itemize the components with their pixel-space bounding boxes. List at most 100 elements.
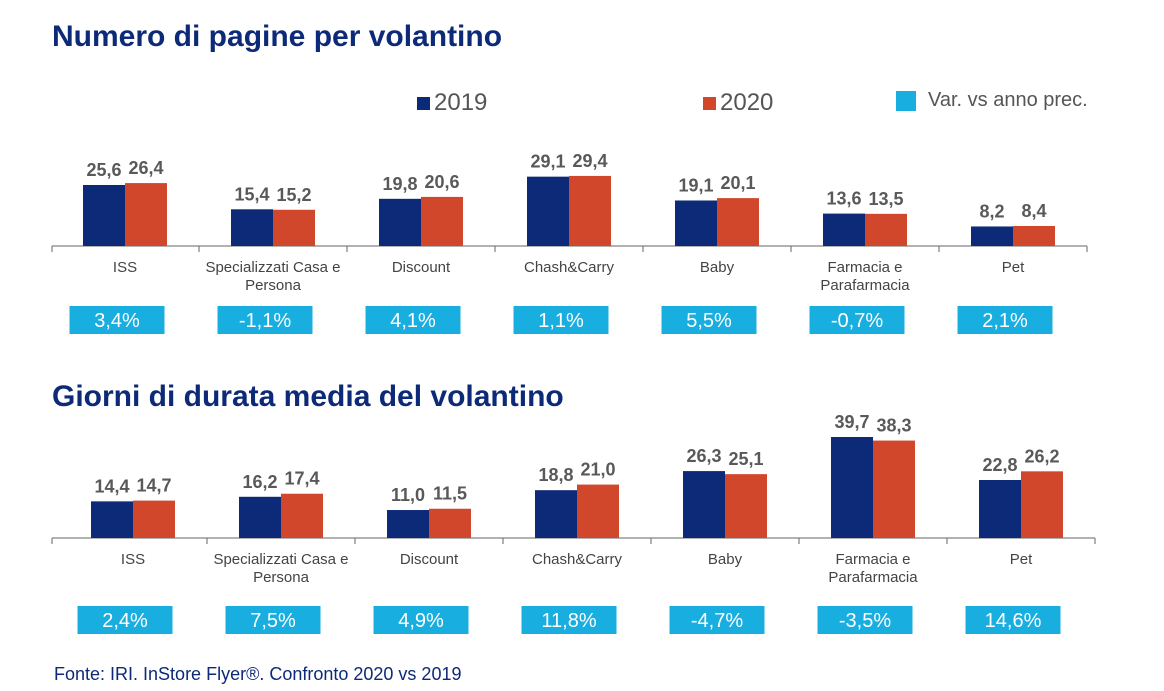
variation-label: 5,5%	[686, 310, 732, 332]
legend-2019: 2019	[417, 89, 487, 117]
variation-label: 3,4%	[94, 310, 140, 332]
data-label-2020: 26,2	[1024, 446, 1059, 466]
bar-2019	[831, 437, 873, 538]
data-label-2019: 15,4	[234, 184, 269, 204]
variation-label: 14,6%	[985, 610, 1042, 632]
data-label-2020: 29,4	[572, 151, 607, 171]
data-label-2020: 21,0	[580, 460, 615, 480]
variation-label: -1,1%	[239, 310, 291, 332]
category-label: Persona	[253, 569, 310, 586]
bar-2020	[125, 183, 167, 246]
data-label-2020: 17,4	[284, 469, 319, 489]
bar-2019	[91, 501, 133, 538]
category-label: Persona	[245, 277, 302, 294]
variation-box	[217, 306, 313, 334]
bar-2019	[387, 510, 429, 538]
variation-box	[809, 306, 905, 334]
bar-2019	[527, 176, 569, 246]
variation-box	[661, 306, 757, 334]
bar-2019	[675, 200, 717, 246]
category-label: Farmacia e	[827, 259, 902, 276]
data-label-2019: 22,8	[982, 455, 1017, 475]
bar-2019	[823, 213, 865, 246]
data-label-2020: 13,5	[868, 189, 903, 209]
category-label: Baby	[700, 259, 735, 276]
category-label: Chash&Carry	[532, 551, 623, 568]
category-label: ISS	[121, 551, 145, 568]
data-label-2020: 14,7	[136, 476, 171, 496]
variation-label: 1,1%	[538, 310, 584, 332]
data-label-2019: 16,2	[242, 472, 277, 492]
variation-label: -4,7%	[691, 610, 743, 632]
bar-2019	[239, 496, 281, 538]
category-label: Farmacia e	[835, 551, 910, 568]
category-label: Pet	[1002, 259, 1025, 276]
chart-title-pages: Numero di pagine per volantino	[52, 20, 503, 53]
data-label-2019: 25,6	[86, 160, 121, 180]
data-label-2019: 13,6	[826, 189, 861, 209]
data-label-2020: 25,1	[728, 449, 763, 469]
data-label-2019: 19,8	[382, 174, 417, 194]
variation-box	[365, 306, 461, 334]
data-label-2019: 18,8	[538, 465, 573, 485]
legend-variation: Var. vs anno prec.	[896, 89, 1088, 112]
category-label: Baby	[708, 551, 743, 568]
bar-2020	[873, 440, 915, 538]
legend-label-variation: Var. vs anno prec.	[928, 89, 1088, 111]
bar-2020	[281, 493, 323, 538]
bar-2019	[979, 479, 1021, 538]
data-label-2019: 19,1	[678, 175, 713, 195]
bar-2019	[231, 209, 273, 246]
variation-box	[225, 606, 321, 634]
legend-label-2020: 2020	[720, 89, 774, 116]
variation-box	[373, 606, 469, 634]
bar-2020	[865, 213, 907, 246]
bar-2019	[535, 490, 577, 538]
bar-2020	[569, 175, 611, 246]
variation-label: -3,5%	[839, 610, 891, 632]
data-label-2020: 20,1	[720, 173, 755, 193]
variation-box	[817, 606, 913, 634]
variation-label: 4,1%	[390, 310, 436, 332]
variation-label: 11,8%	[541, 610, 596, 632]
legend-label-2019: 2019	[434, 89, 488, 116]
bar-2020	[1013, 225, 1055, 246]
data-label-2019: 8,2	[979, 201, 1004, 221]
bar-2019	[379, 198, 421, 246]
bar-2020	[717, 198, 759, 246]
variation-box	[965, 606, 1061, 634]
variation-box	[513, 306, 609, 334]
data-label-2019: 26,3	[686, 446, 721, 466]
variation-box	[957, 306, 1053, 334]
variation-label: 7,5%	[250, 610, 296, 632]
category-label: Parafarmacia	[820, 277, 910, 294]
category-label: Specializzati Casa e	[213, 551, 348, 568]
category-label: Parafarmacia	[828, 569, 918, 586]
category-label: Chash&Carry	[524, 259, 615, 276]
bar-2020	[725, 474, 767, 538]
bar-2019	[683, 471, 725, 538]
data-label-2019: 11,0	[391, 485, 425, 505]
legend-swatch-variation	[896, 90, 916, 111]
legend-swatch-2020	[703, 96, 716, 110]
data-label-2019: 39,7	[834, 412, 869, 432]
data-label-2020: 26,4	[128, 158, 163, 178]
data-label-2020: 20,6	[424, 172, 459, 192]
bar-2020	[421, 196, 463, 246]
source-note: Fonte: IRI. InStore Flyer®. Confronto 20…	[54, 664, 462, 684]
data-label-2019: 14,4	[94, 476, 129, 496]
variation-box	[669, 606, 765, 634]
legend-swatch-2019	[417, 96, 430, 110]
bar-2020	[273, 209, 315, 246]
bar-2020	[429, 508, 471, 538]
variation-box	[77, 606, 173, 634]
variation-label: 2,1%	[982, 310, 1028, 332]
category-label: Discount	[392, 259, 451, 276]
data-label-2020: 15,2	[276, 185, 311, 205]
category-label: Pet	[1010, 551, 1033, 568]
legend-2020: 2020	[703, 89, 773, 117]
variation-box	[521, 606, 617, 634]
bar-2019	[83, 185, 125, 246]
variation-label: 2,4%	[102, 610, 148, 632]
